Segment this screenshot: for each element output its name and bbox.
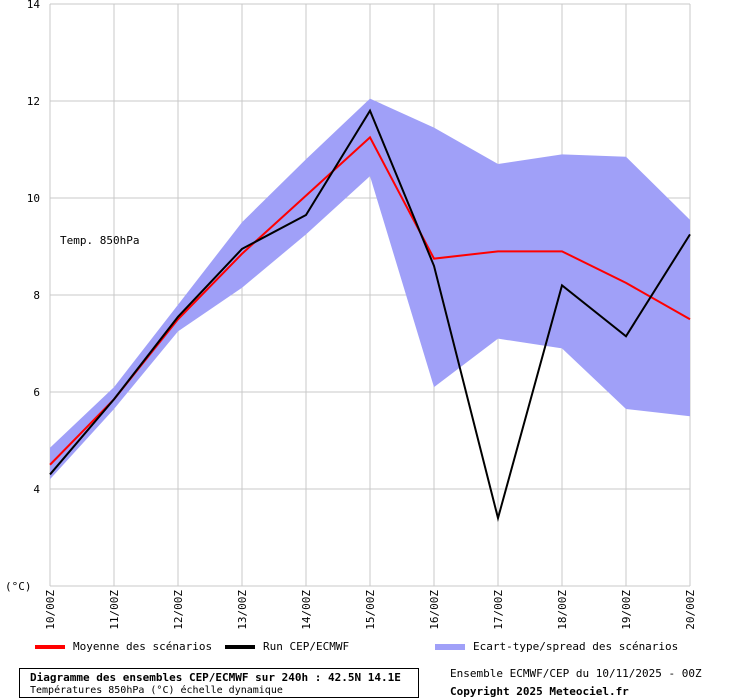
legend-run-swatch bbox=[225, 644, 255, 649]
x-tick-label: 17/00Z bbox=[492, 590, 505, 630]
y-tick-label: 6 bbox=[33, 386, 40, 399]
y-tick-label: 12 bbox=[27, 95, 40, 108]
x-tick-label: 11/00Z bbox=[108, 590, 121, 630]
legend-spread-swatch bbox=[435, 643, 465, 650]
x-tick-label: 18/00Z bbox=[556, 590, 569, 630]
legend-run: Run CEP/ECMWF bbox=[225, 640, 349, 653]
y-tick-label: 14 bbox=[27, 0, 41, 11]
chart-plot: 4 6 8 10 12 14 10/00Z 11/00Z 12/00Z 13/00Z 14/00Z… bbox=[5, 0, 697, 630]
spread-band bbox=[50, 98, 690, 480]
x-tick-label: 14/00Z bbox=[300, 590, 313, 630]
x-tick-label: 12/00Z bbox=[172, 590, 185, 630]
x-tick-label: 15/00Z bbox=[364, 590, 377, 630]
legend-mean: Moyenne des scénarios bbox=[35, 640, 212, 653]
x-tick-label: 20/00Z bbox=[684, 590, 697, 630]
legend-spread: Ecart-type/spread des scénarios bbox=[435, 640, 678, 653]
chart-annotation: Temp. 850hPa bbox=[60, 234, 139, 247]
x-tick-label: 10/00Z bbox=[44, 590, 57, 630]
legend-mean-swatch bbox=[35, 644, 65, 649]
chart-title: Diagramme des ensembles CEP/ECMWF sur 24… bbox=[30, 671, 401, 684]
footer-title-box: Diagramme des ensembles CEP/ECMWF sur 24… bbox=[19, 668, 419, 698]
chart-subtitle: Températures 850hPa (°C) échelle dynamiq… bbox=[30, 685, 283, 696]
copyright: Copyright 2025 Meteociel.fr bbox=[450, 685, 629, 698]
x-tick-labels: 10/00Z 11/00Z 12/00Z 13/00Z 14/00Z 15/00Z 16/0… bbox=[44, 590, 697, 630]
x-tick-label: 16/00Z bbox=[428, 590, 441, 630]
y-tick-label: 10 bbox=[27, 192, 40, 205]
y-tick-labels: 4 6 8 10 12 14 bbox=[27, 0, 41, 496]
legend-run-label: Run CEP/ECMWF bbox=[263, 640, 350, 653]
legend-spread-label: Ecart-type/spread des scénarios bbox=[473, 640, 679, 653]
run-line bbox=[49, 108, 691, 523]
y-tick-label: 8 bbox=[33, 289, 40, 302]
y-tick-label: 4 bbox=[33, 483, 40, 496]
y-axis-unit: (°C) bbox=[5, 580, 32, 593]
x-tick-label: 19/00Z bbox=[620, 590, 633, 630]
legend-mean-label: Moyenne des scénarios bbox=[73, 640, 213, 653]
run-info: Ensemble ECMWF/CEP du 10/11/2025 - 00Z bbox=[450, 667, 702, 680]
x-tick-label: 13/00Z bbox=[236, 590, 249, 630]
